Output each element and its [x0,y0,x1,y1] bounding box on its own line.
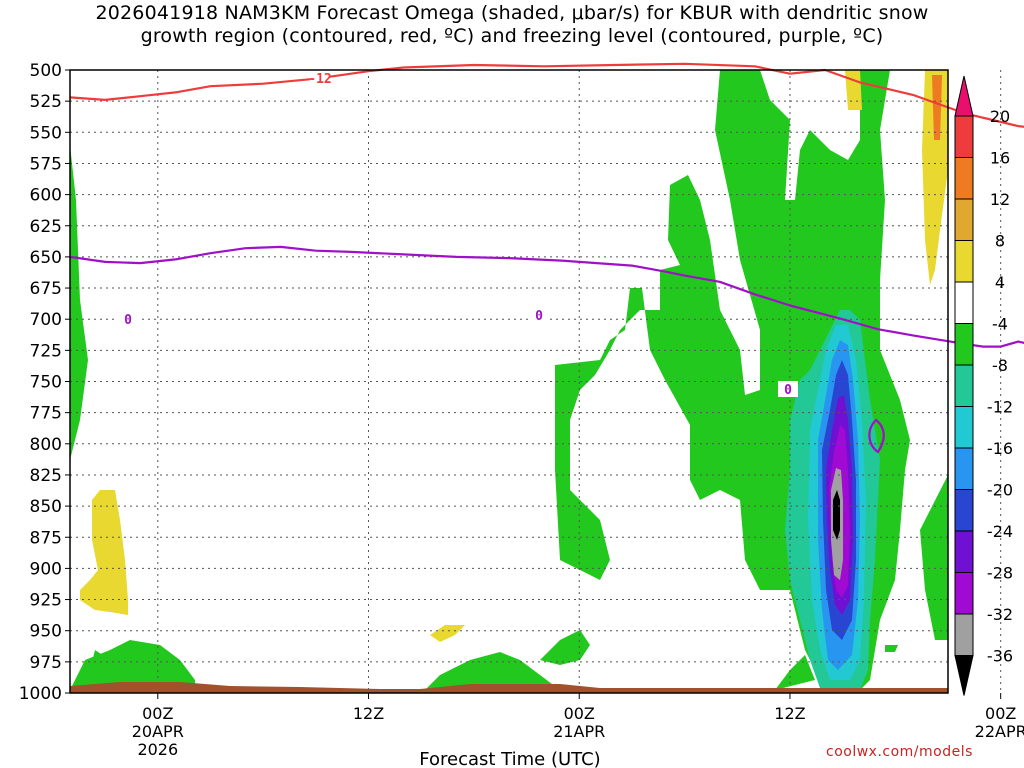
colorbar-label: -16 [987,439,1013,458]
colorbar-segment [954,157,974,200]
colorbar: 20 16 12 8 4 -4 -8 -12 -16 -20 -24 -28 -32 -36 [954,75,1013,696]
y-tick-label: 725 [30,341,62,361]
x-tick-label: 00Z [985,704,1016,723]
page-title: 2026041918 NAM3KM Forecast Omega (shaded… [95,2,929,47]
x-tick-label: 00Z [142,704,173,723]
colorbar-label: -4 [992,315,1008,334]
x-tick-label: 21APR [553,722,605,741]
colorbar-segment [954,406,974,449]
omega-region-5 [90,650,110,670]
y-tick-label: 875 [30,528,62,548]
omega-region-7 [540,630,590,665]
y-tick-label: 525 [30,92,62,112]
x-tick-label: 22APR [975,722,1024,741]
y-tick-label: 900 [30,559,62,579]
colorbar-segment [954,323,974,366]
colorbar-segment [954,613,974,656]
colorbar-label: -36 [987,647,1013,666]
y-tick-label: 825 [30,466,62,486]
y-tick-label: 600 [30,186,62,206]
colorbar-label: -12 [987,398,1013,417]
omega-region-19 [430,625,465,642]
omega-region-4 [70,640,195,690]
plot-area: -12 0 0 0 [69,62,1024,694]
y-tick-label: 700 [30,310,62,330]
contour-label-dendritic: -12 [308,72,331,87]
gridlines [70,70,1002,693]
colorbar-segment [954,447,974,490]
colorbar-label: 8 [995,232,1005,251]
x-tick-label: 12Z [353,704,384,723]
colorbar-bottom-arrow [954,655,974,696]
colorbar-label: 4 [995,273,1005,292]
colorbar-label: -8 [992,356,1008,375]
contour-line-dendritic [69,62,1024,128]
x-tick-label: 12Z [774,704,805,723]
colorbar-segment [954,572,974,615]
colorbar-label: 12 [990,190,1010,209]
contour-line-freezing [69,245,1024,348]
terrain-band [70,682,948,693]
y-tick-label: 550 [30,123,62,143]
omega-region-21 [922,70,948,285]
y-tick-label: 750 [30,373,62,393]
colorbar-label: -20 [987,481,1013,500]
colorbar-label: 20 [990,107,1010,126]
y-tick-label: 850 [30,497,62,517]
credit-text: coolwx.com/models [826,744,973,760]
contour-loop [868,418,885,454]
omega-region-6 [425,652,560,690]
x-axis-label: Forecast Time (UTC) [419,749,600,768]
colorbar-segment [954,240,974,283]
y-tick-label: 675 [30,279,62,299]
contour-label-freezing-1-bg [118,311,138,327]
x-tick-label: 2026 [137,740,178,759]
colorbar-top-arrow [954,75,974,117]
omega-region-20 [845,70,862,110]
colorbar-segment [954,530,974,573]
y-tick-label: 575 [30,154,62,174]
omega-region-17 [833,490,840,540]
omega-region-8 [885,645,898,652]
colorbar-segment [954,489,974,532]
colorbar-label: -24 [987,522,1013,541]
x-tick-label: 20APR [132,722,184,741]
colorbar-label: -28 [987,564,1013,583]
y-tick-label: 775 [30,404,62,424]
y-tick-label: 800 [30,435,62,455]
x-tick-label: 00Z [564,704,595,723]
colorbar-segment [954,198,974,241]
colorbar-segment [954,281,974,324]
y-tick-label: 950 [30,622,62,642]
contour-label-freezing-2: 0 [535,309,543,324]
contour-label-freezing-3-bg [778,381,798,397]
contour-label-freezing-1: 0 [124,313,132,328]
y-axis: 500 525 550 575 600 625 650 675 700 725 750 775 800 8… [19,61,70,704]
colorbar-label: 16 [990,149,1010,168]
colorbar-segment [954,364,974,407]
contour-label-dendritic-bg [310,70,330,86]
omega-region-9 [775,655,815,690]
colorbar-segment [954,115,974,158]
contour-label-freezing-3: 0 [784,383,792,398]
y-tick-label: 1000 [19,684,62,704]
y-tick-label: 925 [30,591,62,611]
colorbar-label: -32 [987,605,1013,624]
y-tick-label: 500 [30,61,62,81]
omega-region-22 [932,75,942,140]
omega-region-3 [920,475,948,640]
y-tick-label: 625 [30,217,62,237]
y-tick-label: 975 [30,653,62,673]
y-tick-label: 650 [30,248,62,268]
contour-label-freezing-2-bg [529,307,549,323]
omega-region-18 [80,490,128,615]
